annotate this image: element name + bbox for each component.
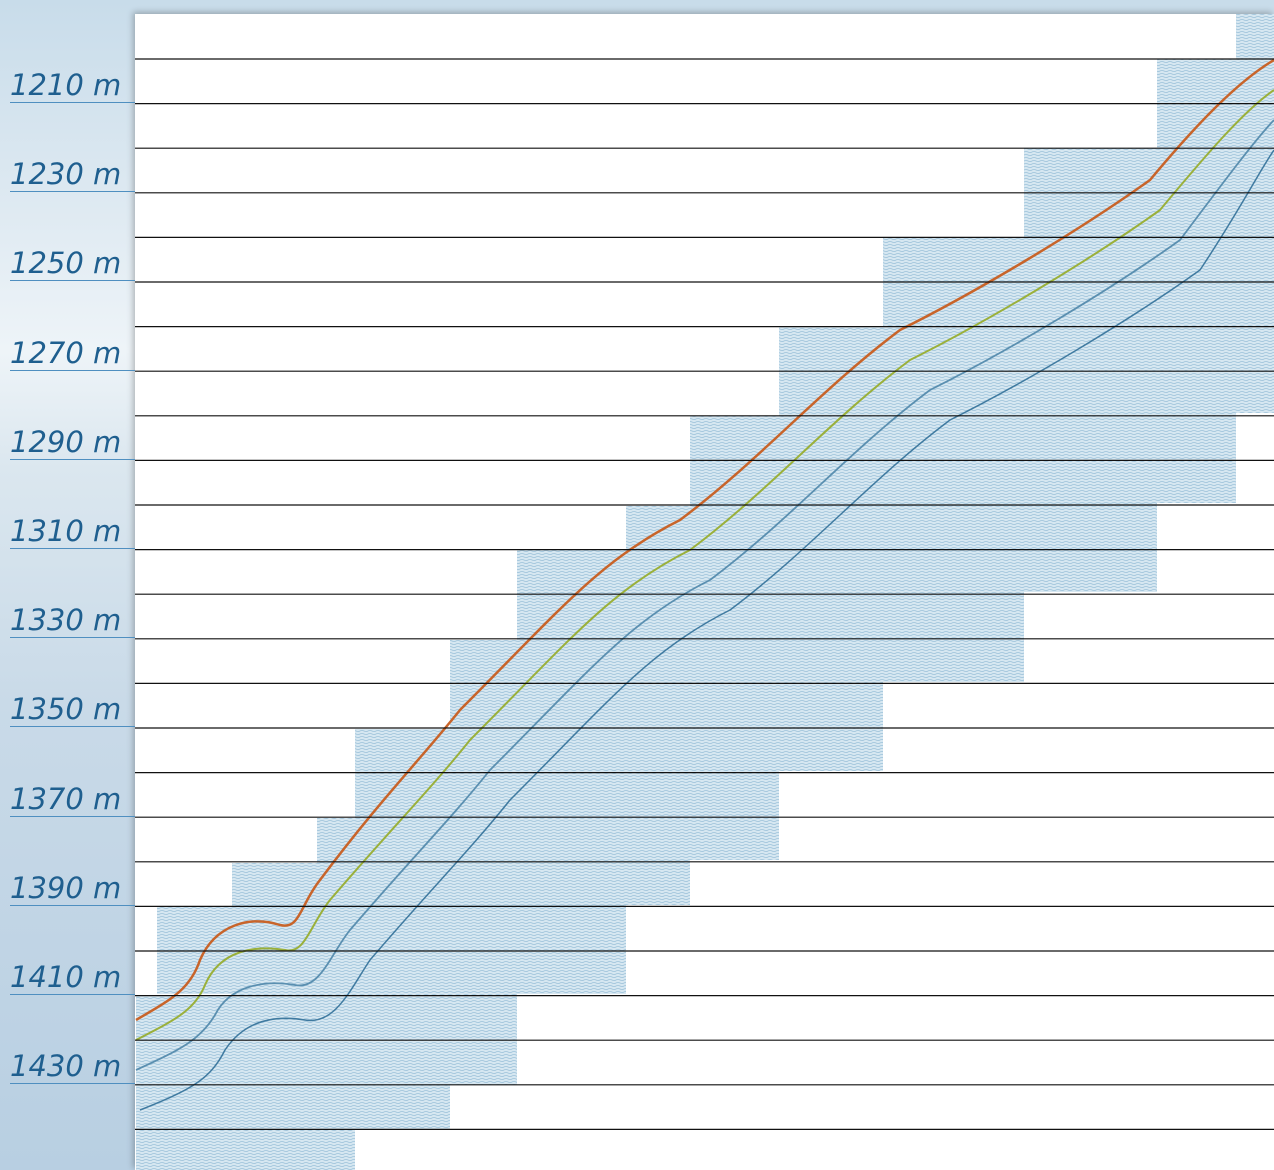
- depth-label: 1430 m: [10, 1049, 135, 1085]
- reflectors: [135, 58, 1274, 1111]
- seismic-tile: [136, 1130, 232, 1170]
- seismic-tile: [1236, 14, 1274, 59]
- depth-label: 1230 m: [10, 157, 135, 193]
- depth-label: 1330 m: [10, 603, 135, 639]
- depth-label: 1270 m: [10, 336, 135, 371]
- depth-label: 1410 m: [10, 960, 135, 995]
- depth-lines: [135, 58, 1274, 1131]
- seismic-tile: [136, 1085, 317, 1130]
- depth-label: 1370 m: [10, 782, 135, 817]
- depth-label: 1350 m: [10, 692, 135, 728]
- depth-label: 1310 m: [10, 514, 135, 549]
- seismic-tiles: [136, 14, 1274, 1170]
- depth-label: 1390 m: [10, 871, 135, 906]
- depth-label: 1290 m: [10, 425, 135, 460]
- depth-label: 1210 m: [10, 68, 135, 103]
- depth-label: 1250 m: [10, 246, 135, 282]
